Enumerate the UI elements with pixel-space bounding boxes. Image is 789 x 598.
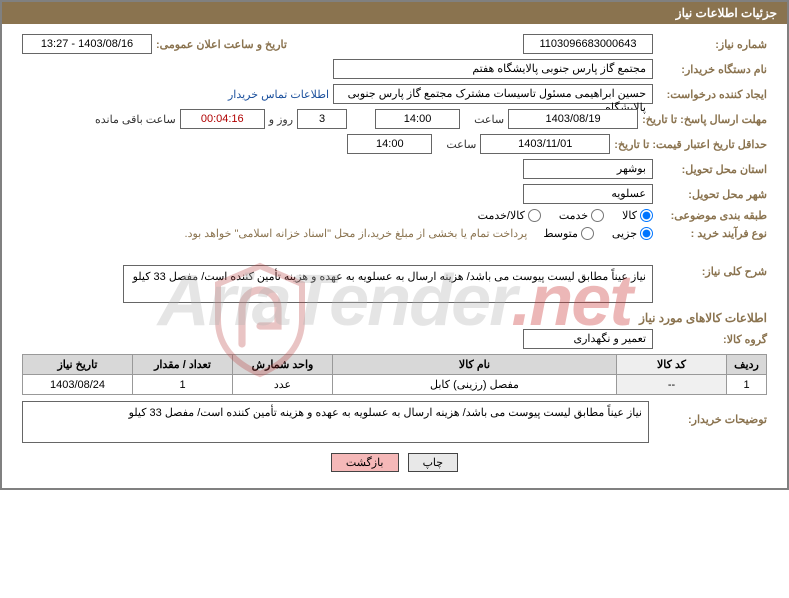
th-qty: تعداد / مقدار — [133, 355, 233, 375]
deadline-date: 1403/08/19 — [508, 109, 638, 129]
requester-label: ایجاد کننده درخواست: — [657, 88, 767, 101]
main-panel: جزئیات اطلاعات نیاز شماره نیاز: 11030966… — [0, 0, 789, 490]
panel-title: جزئیات اطلاعات نیاز — [2, 2, 787, 24]
validity-date: 1403/11/01 — [480, 134, 610, 154]
items-table: ردیف کد کالا نام کالا واحد شمارش تعداد /… — [22, 354, 767, 395]
th-date: تاریخ نیاز — [23, 355, 133, 375]
back-button[interactable]: بازگشت — [331, 453, 399, 472]
days-and: روز و — [269, 113, 293, 126]
city-label: شهر محل تحویل: — [657, 188, 767, 201]
validity-time: 14:00 — [347, 134, 432, 154]
buyer-org-label: نام دستگاه خریدار: — [657, 63, 767, 76]
radio-goods[interactable]: کالا — [622, 209, 653, 222]
group-label: گروه کالا: — [657, 333, 767, 346]
group-field: تعمیر و نگهداری — [523, 329, 653, 349]
deadline-label: مهلت ارسال پاسخ: تا تاریخ: — [642, 113, 767, 126]
need-no-label: شماره نیاز: — [657, 38, 767, 51]
th-name: نام کالا — [333, 355, 617, 375]
table-row: 1--مفصل (رزینی) کابلعدد11403/08/24 — [23, 375, 767, 395]
province-label: استان محل تحویل: — [657, 163, 767, 176]
overview-text: نیاز عیناً مطابق لیست پیوست می باشد/ هزی… — [123, 265, 653, 303]
radio-partial[interactable]: جزیی — [612, 227, 653, 240]
remain-suffix: ساعت باقی مانده — [95, 113, 176, 126]
buyer-desc-text: نیاز عیناً مطابق لیست پیوست می باشد/ هزی… — [22, 401, 649, 443]
hour-label-2: ساعت — [436, 138, 476, 151]
hour-label-1: ساعت — [464, 113, 504, 126]
requester-field: حسین ابراهیمی مسئول تاسیسات مشترک مجتمع … — [333, 84, 653, 104]
city-field: عسلویه — [523, 184, 653, 204]
contact-link[interactable]: اطلاعات تماس خریدار — [228, 88, 329, 101]
radio-medium[interactable]: متوسط — [543, 227, 594, 240]
days-field: 3 — [297, 109, 347, 129]
items-title: اطلاعات کالاهای مورد نیاز — [22, 311, 767, 325]
announce-field: 1403/08/16 - 13:27 — [22, 34, 152, 54]
process-note: پرداخت تمام یا بخشی از مبلغ خرید،از محل … — [185, 227, 528, 240]
process-radios: جزیی متوسط — [543, 227, 653, 240]
buyer-desc-label: توضیحات خریدار: — [657, 401, 767, 426]
th-unit: واحد شمارش — [233, 355, 333, 375]
category-label: طبقه بندی موضوعی: — [657, 209, 767, 222]
process-label: نوع فرآیند خرید : — [657, 227, 767, 240]
print-button[interactable]: چاپ — [408, 453, 459, 472]
validity-label: حداقل تاریخ اعتبار قیمت: تا تاریخ: — [614, 138, 767, 151]
radio-both[interactable]: کالا/خدمت — [478, 209, 541, 222]
th-code: کد کالا — [617, 355, 727, 375]
announce-label: تاریخ و ساعت اعلان عمومی: — [156, 38, 287, 51]
province-field: بوشهر — [523, 159, 653, 179]
need-no-field: 1103096683000643 — [523, 34, 653, 54]
countdown: 00:04:16 — [180, 109, 265, 129]
category-radios: کالا خدمت کالا/خدمت — [478, 209, 653, 222]
radio-service[interactable]: خدمت — [559, 209, 604, 222]
buyer-org-field: مجتمع گاز پارس جنوبی پالایشگاه هفتم — [333, 59, 653, 79]
overview-label: شرح کلی نیاز: — [657, 265, 767, 278]
th-idx: ردیف — [727, 355, 767, 375]
deadline-time: 14:00 — [375, 109, 460, 129]
